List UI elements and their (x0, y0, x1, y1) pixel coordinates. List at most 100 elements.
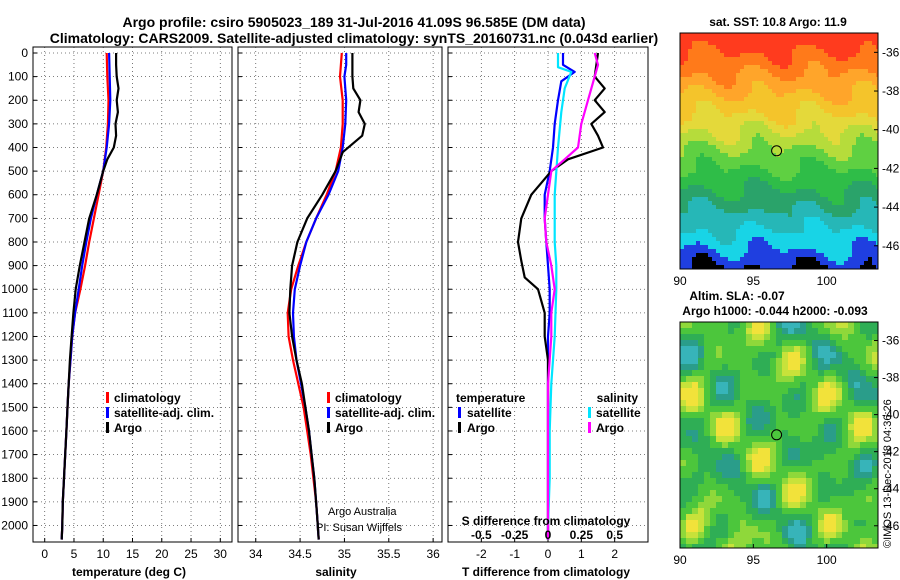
map-cell (792, 161, 797, 166)
map-cell (752, 418, 759, 425)
map-cell (686, 322, 693, 329)
map-cell (820, 45, 825, 50)
map-cell (848, 249, 853, 254)
map-cell (704, 233, 709, 238)
map-cell (824, 97, 829, 102)
map-cell (732, 229, 737, 234)
map-cell (692, 177, 697, 182)
map-cell (824, 101, 829, 106)
map-cell (812, 370, 819, 377)
map-cell (728, 490, 735, 497)
map-cell (844, 41, 849, 46)
map-cell (704, 538, 711, 545)
map-cell (708, 257, 713, 262)
map-cell (732, 57, 737, 62)
map-cell (820, 205, 825, 210)
map-cell (808, 181, 813, 186)
map-cell (752, 69, 757, 74)
map-cell (716, 376, 723, 383)
map-cell (800, 197, 805, 202)
depth-tick-label: 1400 (1, 377, 28, 391)
map-cell (740, 424, 747, 431)
map-cell (686, 520, 693, 527)
map-cell (800, 109, 805, 114)
map-cell (764, 161, 769, 166)
map-cell (876, 225, 879, 230)
map-cell (804, 109, 809, 114)
map-cell (756, 101, 761, 106)
map-cell (680, 265, 685, 270)
map-cell (800, 532, 807, 539)
map-cell (720, 181, 725, 186)
map-cell (764, 508, 771, 515)
map-cell (776, 221, 781, 226)
map-cell (716, 209, 721, 214)
map-cell (824, 133, 829, 138)
map-cell (736, 61, 741, 66)
map-cell (710, 514, 717, 521)
map-cell (824, 454, 831, 461)
map-cell (732, 41, 737, 46)
map-cell (758, 448, 765, 455)
map-cell (812, 400, 819, 407)
map-cell (860, 69, 865, 74)
map-cell (724, 41, 729, 46)
map-cell (816, 105, 821, 110)
map-cell (844, 189, 849, 194)
map-cell (872, 141, 877, 146)
map-cell (756, 257, 761, 262)
map-cell (782, 526, 789, 533)
map-cell (758, 364, 765, 371)
map-cell (704, 502, 711, 509)
map-cell (844, 69, 849, 74)
map-cell (716, 253, 721, 258)
map-cell (792, 257, 797, 262)
series-line-satellite-adj-clim- (291, 53, 348, 540)
map-cell (852, 73, 857, 78)
map-cell (868, 157, 873, 162)
map-cell (724, 149, 729, 154)
map-cell (860, 245, 865, 250)
map-cell (720, 197, 725, 202)
map-cell (816, 181, 821, 186)
x-tick-label: 10 (97, 547, 111, 561)
map-cell (748, 261, 753, 266)
map-cell (728, 113, 733, 118)
map-cell (860, 544, 867, 549)
map-cell (704, 45, 709, 50)
map-cell (788, 117, 793, 122)
map-cell (796, 197, 801, 202)
map-cell (692, 442, 699, 449)
map-cell (710, 370, 717, 377)
map-cell (832, 117, 837, 122)
map-cell (800, 57, 805, 62)
map-cell (824, 253, 829, 258)
map-cell (704, 406, 711, 413)
map-cell (820, 81, 825, 86)
map-cell (864, 257, 869, 262)
map-cell (840, 45, 845, 50)
map-cell (700, 137, 705, 142)
map-cell (776, 514, 783, 521)
map-cell (872, 101, 877, 106)
map-cell (812, 346, 819, 353)
map-cell (768, 137, 773, 142)
map-cell (700, 177, 705, 182)
map-cell (848, 424, 855, 431)
map-cell (800, 352, 807, 359)
map-cell (768, 141, 773, 146)
map-cell (692, 101, 697, 106)
map-cell (856, 197, 861, 202)
map-cell (868, 165, 873, 170)
map-cell (780, 213, 785, 218)
map-cell (824, 137, 829, 142)
map-cell (758, 490, 765, 497)
map-cell (864, 137, 869, 142)
depth-tick-label: 1100 (2, 306, 28, 320)
map-cell (704, 57, 709, 62)
map-cell (764, 177, 769, 182)
map-cell (764, 358, 771, 365)
map-cell (768, 237, 773, 242)
map-cell (796, 53, 801, 58)
